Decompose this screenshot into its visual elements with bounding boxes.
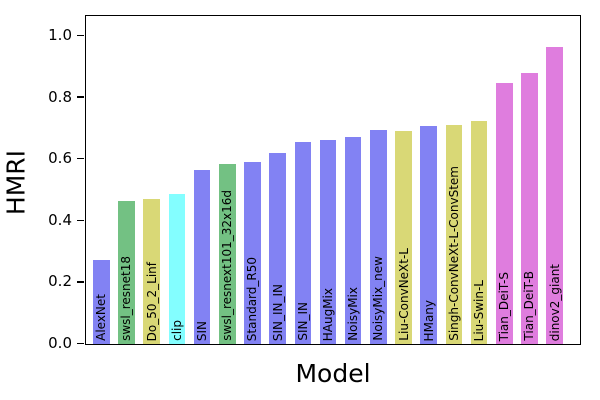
bar-label: HAugMix [320,287,335,341]
bar: Tian_DeiT-S [496,83,513,344]
bar: swsl_resnet18 [118,200,135,344]
bar: dinov2_giant [546,47,563,344]
y-tick-label: 0.0 [48,333,72,352]
bar-label-wrap: swsl_resnext101_32x16d [219,190,236,341]
bar-label-wrap: clip [169,320,186,341]
bar-label: clip [169,320,184,341]
bar: Standard_R50 [244,162,261,344]
bar-label: HMany [421,299,436,341]
bar-label-wrap: NoisyMix_new [370,256,387,341]
bar-label-wrap: SIN_IN [295,302,312,341]
bar: NoisyMix_new [370,130,387,344]
bar: swsl_resnext101_32x16d [218,164,236,344]
bar-label: SIN_IN [295,302,310,341]
bar: AlexNet [93,260,110,344]
bar: SIN [193,170,211,344]
bar: HMany [420,126,438,344]
bar: SIN_IN_IN [269,153,286,344]
bar-label-wrap: NoisyMix [345,287,362,341]
bar-label-wrap: Liu-Swin-L [471,280,488,341]
bar-label: swsl_resnet18 [119,256,134,341]
bar: SIN_IN [294,141,312,344]
bar-label: Standard_R50 [245,256,260,341]
y-tick-label: 0.8 [48,87,72,106]
bar-label: swsl_resnext101_32x16d [220,190,235,341]
bar: Tian_DeiT-B [521,72,538,344]
bar-label: Liu-ConvNeXt-L [396,248,411,341]
y-tick-label: 1.0 [48,26,72,45]
bar-label-wrap: SIN_IN_IN [269,284,286,341]
bar: clip [168,193,186,344]
y-tick-mark [77,342,84,345]
bar-label-wrap: swsl_resnet18 [118,256,135,341]
bar: Liu-ConvNeXt-L [395,130,412,344]
x-axis-label: Model [295,359,371,388]
bar-label: Do_50_2_Linf [144,261,159,341]
y-tick-label: 0.6 [48,149,72,168]
bar-label: NoisyMix [346,287,361,341]
bar-label: NoisyMix_new [371,256,386,341]
y-axis-label: HMRI [1,149,31,216]
bar-label: SIN [195,320,210,341]
bar: NoisyMix [344,136,362,344]
bar: HAugMix [319,140,337,344]
bar: Do_50_2_Linf [143,199,160,344]
y-tick-label: 0.4 [48,210,72,229]
y-tick-mark [77,96,84,98]
bar-label-wrap: Tian_DeiT-S [496,272,513,341]
bar-label-wrap: Standard_R50 [244,257,261,341]
bar-label: SIN_IN_IN [270,283,285,341]
bar-label-wrap: SIN [194,321,211,341]
bar-label-wrap: dinov2_giant [546,264,563,341]
y-tick-mark [77,281,84,283]
bar-label-wrap: AlexNet [93,294,110,341]
bar-label: dinov2_giant [547,263,562,341]
bar-label-wrap: Singh-ConvNeXt-L-ConvStem [446,166,463,341]
bar-label-wrap: HAugMix [320,288,337,341]
y-tick-mark [77,34,84,37]
bar-label-wrap: Liu-ConvNeXt-L [395,248,412,341]
y-tick-label: 0.2 [48,272,72,291]
bar: Liu-Swin-L [470,120,488,344]
bar-label: Singh-ConvNeXt-L-ConvStem [446,166,461,341]
bar-label: AlexNet [94,294,109,341]
y-tick-mark [77,219,84,222]
bar-label-wrap: Do_50_2_Linf [143,262,160,341]
y-tick-mark [77,157,84,160]
bar-label-wrap: Tian_DeiT-B [521,271,538,341]
bar: Singh-ConvNeXt-L-ConvStem [445,124,463,344]
bar-label: Liu-Swin-L [472,279,487,341]
bar-label: Tian_DeiT-B [522,271,537,341]
bar-label: Tian_DeiT-S [497,271,512,341]
bar-label-wrap: HMany [420,300,437,341]
